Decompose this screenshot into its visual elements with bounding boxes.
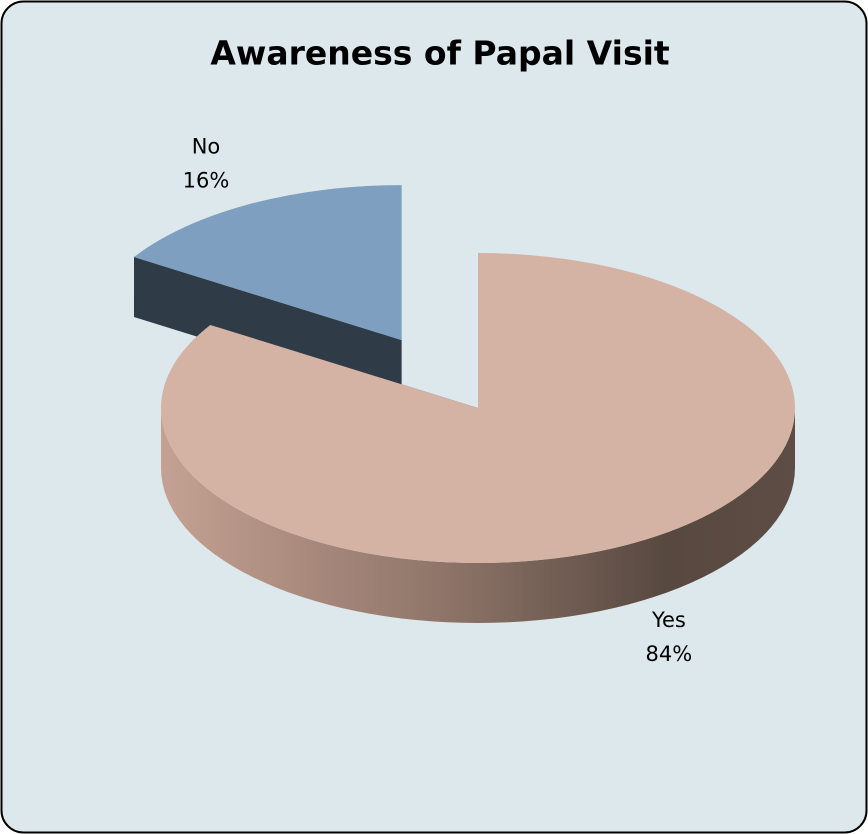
slice-side — [161, 408, 795, 623]
slice-value-label: 16% — [183, 168, 230, 192]
pie-slice — [160, 253, 795, 563]
slice-category-label: Yes — [651, 608, 686, 632]
pie-slice — [133, 185, 402, 341]
slice-value-label: 84% — [646, 642, 693, 666]
slice-category-label: No — [192, 134, 221, 158]
chart-title: Awareness of Papal Visit — [210, 34, 670, 73]
